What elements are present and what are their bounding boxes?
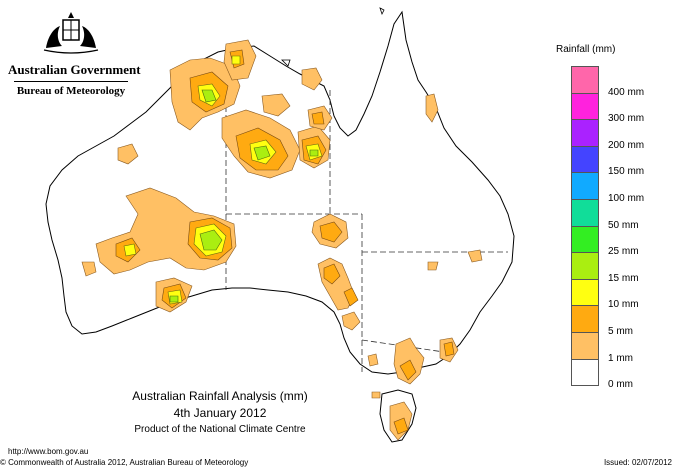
government-logo: Australian Government Bureau of Meteorol… [8,8,141,97]
coast-islands [281,7,385,67]
legend-swatch [571,120,599,147]
legend-swatch [571,279,599,307]
legend-label: 200 mm [608,139,645,151]
legend-label: 50 mm [608,219,639,231]
legend-label: 0 mm [608,379,633,391]
logo-divider [14,81,128,82]
legend-label: 1 mm [608,352,633,364]
rainfall-10mm [123,55,323,305]
legend-label: 150 mm [608,166,645,178]
legend-label: 10 mm [608,299,639,311]
rainfall-15mm [169,89,319,303]
map-title: Australian Rainfall Analysis (mm) [132,389,308,403]
legend-title: Rainfall (mm) [556,44,616,55]
legend-label: 100 mm [608,193,645,204]
map-date: 4th January 2012 [173,406,267,420]
legend-label: 300 mm [608,113,645,125]
map-producer: Product of the National Climate Centre [134,424,306,435]
legend-swatch [571,226,599,254]
government-title: Australian Government [8,62,141,77]
legend-swatch [571,93,599,121]
bureau-title: Bureau of Meteorology [16,85,126,97]
legend-swatch [571,253,599,280]
legend-swatch [571,332,599,360]
legend-label: 5 mm [608,326,633,337]
legend-swatch [571,359,599,387]
legend-label: 25 mm [608,246,639,258]
legend-scale [571,66,599,387]
copyright-text: © Commonwealth of Australia 2012, Austra… [0,458,249,467]
legend-swatch [571,146,599,174]
legend-swatch [571,306,599,333]
legend-swatch [571,173,599,200]
website-link[interactable]: http://www.bom.gov.au [8,447,89,456]
legend-swatch [571,199,599,227]
coat-of-arms-icon [43,12,99,54]
issued-date: Issued: 02/07/2012 [603,458,672,467]
legend-swatch [571,66,599,94]
legend-label: 400 mm [608,86,645,98]
legend-label: 15 mm [608,272,639,284]
